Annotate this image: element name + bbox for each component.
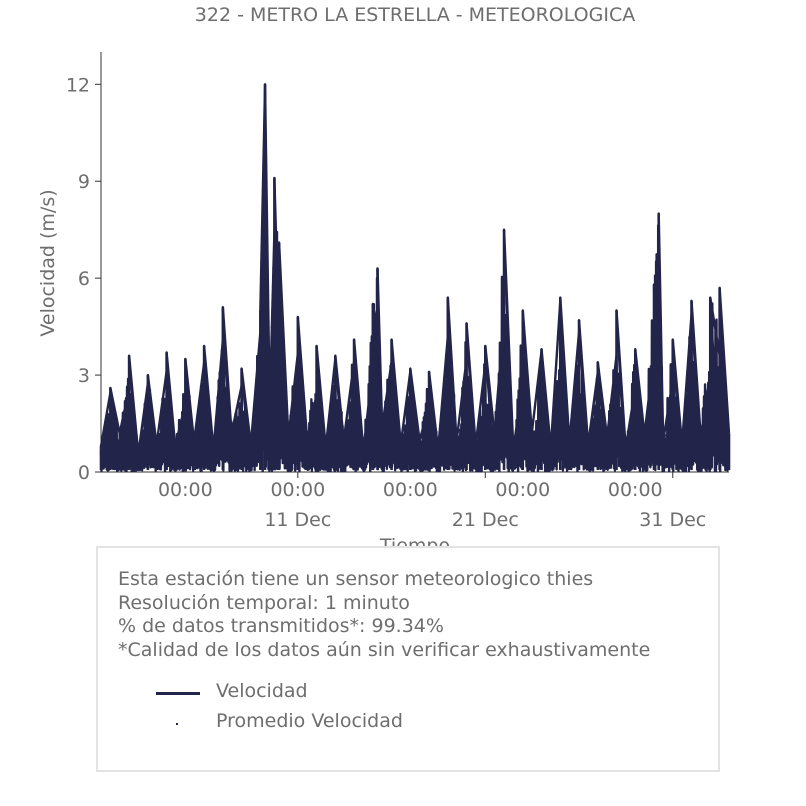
info-box: Esta estación tiene un sensor meteorolog… xyxy=(96,546,720,772)
y-tick-label: 9 xyxy=(78,171,90,193)
y-tick-label: 6 xyxy=(78,268,90,290)
x-minor-tick-label: 00:00 xyxy=(158,479,213,501)
y-tick-label: 12 xyxy=(66,74,90,96)
y-tick-label: 3 xyxy=(78,365,90,387)
x-minor-tick-label: 00:00 xyxy=(495,479,550,501)
legend-dot-swatch xyxy=(176,723,178,725)
chart-title: 322 - METRO LA ESTRELLA - METEOROLOGICA xyxy=(195,4,635,26)
x-minor-tick-label: 00:00 xyxy=(270,479,325,501)
legend-label: Promedio Velocidad xyxy=(216,710,403,732)
x-major-tick-label: 21 Dec xyxy=(452,509,519,531)
x-minor-tick-label: 00:00 xyxy=(608,479,663,501)
y-tick-label: 0 xyxy=(78,462,90,484)
station-info-line: Esta estación tiene un sensor meteorolog… xyxy=(118,568,594,590)
station-info: Esta estación tiene un sensor meteorolog… xyxy=(118,568,650,662)
x-major-tick-label: 31 Dec xyxy=(639,509,706,531)
resolution-info-line: Resolución temporal: 1 minuto xyxy=(118,591,410,614)
transmission-info-line: % de datos transmitidos*: 99.34% xyxy=(118,615,444,637)
x-major-tick-label: 11 Dec xyxy=(264,509,331,531)
quality-note-line: *Calidad de los datos aún sin verificar … xyxy=(118,638,651,661)
y-axis-title: Velocidad (m/s) xyxy=(37,189,59,336)
x-minor-tick-label: 00:00 xyxy=(383,479,438,501)
legend-line-swatch xyxy=(156,692,200,695)
legend-label: Velocidad xyxy=(216,680,308,702)
